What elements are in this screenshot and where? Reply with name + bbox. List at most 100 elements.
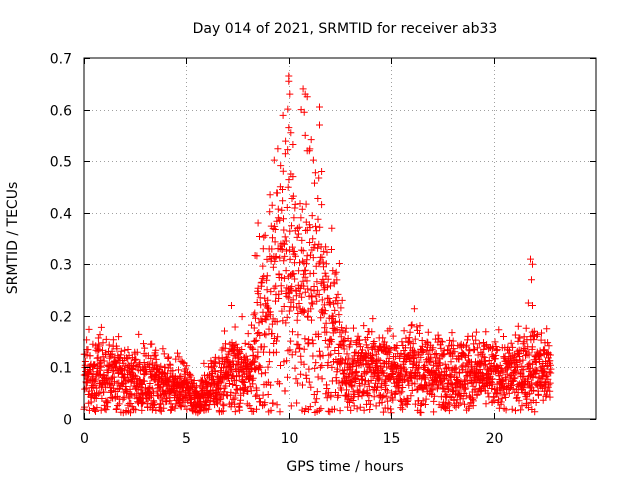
data-point: [515, 397, 523, 405]
data-point: [258, 370, 266, 378]
data-point: [260, 343, 268, 351]
data-point: [292, 375, 300, 383]
data-point: [373, 386, 380, 394]
data-point: [303, 277, 311, 285]
data-point: [260, 272, 268, 280]
data-point: [305, 378, 313, 386]
data-point: [252, 314, 259, 322]
data-point: [271, 226, 279, 233]
data-point: [513, 359, 521, 366]
data-point: [271, 222, 279, 230]
data-point: [305, 365, 313, 373]
data-point: [312, 227, 320, 235]
data-point: [269, 399, 277, 407]
data-point: [294, 310, 302, 317]
axis-ticks: 0 5 10 15 20 0 0.1 0.2 0.3 0.4 0.5 0.6 0.7: [50, 52, 596, 447]
data-point: [314, 215, 322, 223]
x-tick-label: 10: [281, 431, 299, 447]
data-point: [529, 332, 537, 340]
data-point: [449, 337, 457, 345]
data-point: [345, 390, 353, 398]
data-point: [199, 376, 206, 384]
data-point: [528, 379, 536, 387]
data-point: [441, 360, 449, 368]
data-point: [254, 290, 262, 298]
data-point: [421, 401, 429, 408]
data-point: [313, 388, 321, 396]
data-point: [305, 147, 313, 155]
data-point: [277, 287, 285, 295]
data-point: [492, 343, 500, 350]
data-point: [157, 362, 165, 370]
data-point: [308, 316, 315, 324]
data-point: [505, 349, 513, 357]
data-point: [277, 362, 284, 369]
data-point: [274, 205, 282, 213]
data-point: [347, 406, 355, 414]
data-point: [314, 373, 322, 381]
data-point: [281, 150, 289, 158]
data-point: [311, 398, 319, 406]
data-point: [263, 286, 271, 294]
data-point: [399, 384, 407, 391]
data-point: [282, 319, 290, 327]
data-point: [493, 362, 501, 370]
data-point: [298, 236, 306, 244]
x-tick-label: 5: [182, 431, 191, 447]
data-point: [481, 342, 489, 350]
data-point: [413, 323, 421, 331]
data-point: [462, 384, 470, 392]
data-point: [356, 403, 364, 411]
data-point: [262, 331, 270, 339]
data-point: [132, 406, 140, 414]
data-point: [472, 336, 480, 344]
data-point: [104, 376, 112, 384]
data-point: [538, 329, 545, 337]
data-point: [460, 350, 468, 358]
data-point: [95, 342, 103, 350]
data-point: [529, 302, 536, 309]
data-point: [310, 269, 318, 277]
data-point: [333, 276, 341, 284]
data-point: [221, 388, 229, 396]
data-point: [126, 390, 134, 398]
data-point: [337, 304, 345, 312]
data-point: [417, 353, 425, 361]
data-point: [281, 252, 289, 260]
data-point: [444, 399, 452, 407]
data-point: [502, 406, 510, 414]
data-point: [231, 408, 239, 416]
data-point: [263, 255, 271, 263]
data-point: [446, 336, 454, 344]
data-point: [104, 397, 112, 405]
data-point: [231, 394, 239, 402]
data-point: [393, 342, 401, 349]
data-point: [261, 369, 269, 377]
data-point: [411, 347, 419, 355]
data-point: [404, 396, 412, 404]
data-point: [285, 176, 293, 184]
data-point: [250, 311, 258, 319]
data-point: [495, 326, 503, 334]
data-point: [546, 393, 554, 401]
data-point: [283, 284, 291, 292]
data-point: [366, 400, 374, 408]
data-point: [165, 353, 173, 361]
data-point: [260, 233, 268, 241]
data-point: [286, 90, 294, 98]
data-point: [318, 253, 326, 261]
data-point: [253, 405, 260, 413]
data-point: [159, 396, 167, 404]
data-point: [331, 347, 339, 354]
data-point: [157, 400, 165, 408]
data-point: [243, 400, 251, 408]
data-point: [483, 341, 491, 349]
data-point: [222, 382, 230, 390]
data-point: [446, 400, 454, 408]
data-point: [276, 408, 284, 416]
data-point: [372, 402, 380, 410]
data-point: [302, 200, 310, 208]
data-point: [546, 351, 554, 359]
data-point: [228, 302, 235, 309]
x-tick-label: 20: [486, 431, 504, 447]
